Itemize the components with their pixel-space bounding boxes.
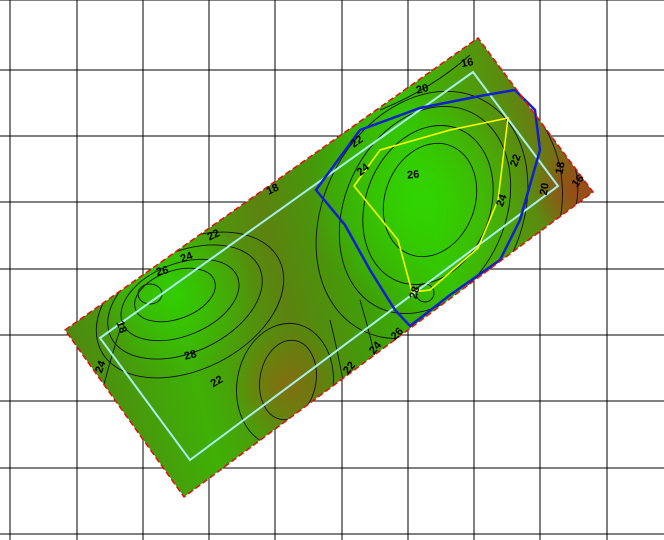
contour-label: 24 [179,250,195,266]
contour-label: 26 [407,169,420,182]
contour-label: 22 [508,153,523,169]
contour-label: 20 [538,182,552,196]
contour-label: 18 [265,182,281,198]
contour-label: 18 [554,161,568,175]
contour-label: 22 [209,374,226,391]
contour-label: 22 [206,227,222,243]
contour-label: 24 [494,192,510,208]
contour-label: 18 [113,319,128,335]
contour-label: 26 [155,264,170,279]
contour-labels: 16 20 18 20 22 24 26 28 22 24 18 22 24 2… [93,56,587,390]
yellow-zone[interactable] [353,117,509,293]
contour-label: 16 [460,56,474,70]
inner-boundary[interactable] [98,70,560,462]
contour-label: 22 [349,133,366,150]
contour-label: 20 [415,82,430,97]
contour-label: 28 [183,348,198,363]
contour-label: 28 [408,285,423,300]
contour-label: 24 [93,358,109,374]
blue-zone[interactable] [314,88,542,328]
field-boundary[interactable] [63,36,595,499]
